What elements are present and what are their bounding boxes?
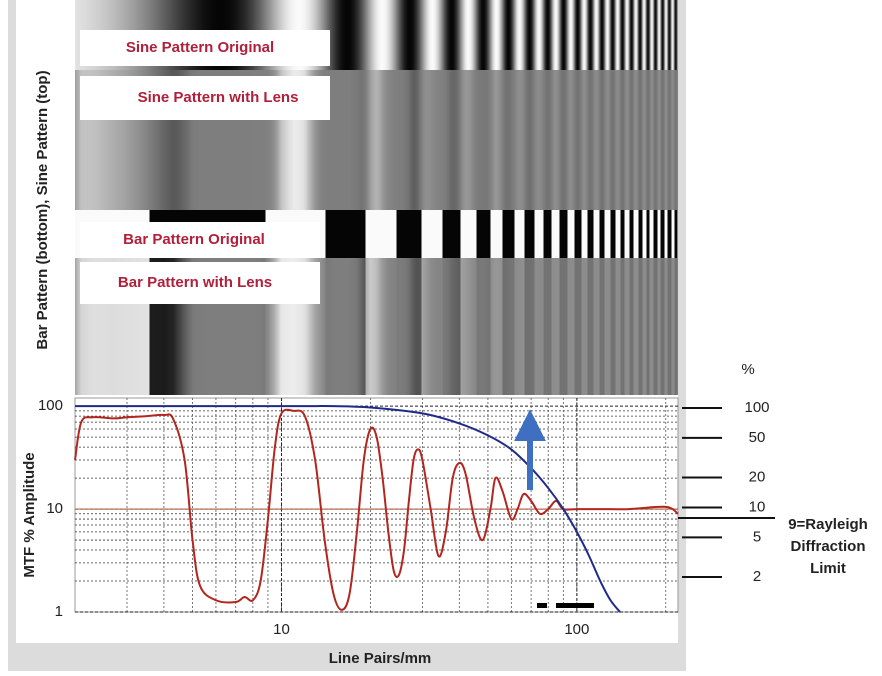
pattern-label: Sine Pattern with Lens — [138, 89, 299, 106]
pattern-label: Bar Pattern with Lens — [118, 274, 272, 291]
pattern-label: Bar Pattern Original — [123, 231, 265, 248]
y2-tick-label: 10 — [749, 498, 766, 515]
pattern-label: Sine Pattern Original — [126, 39, 274, 56]
y-axis-label: MTF % Amplitude — [21, 452, 38, 577]
x-tick-label: 100 — [564, 621, 589, 638]
y2-tick-label: 20 — [749, 468, 766, 485]
pattern-axis-label: Bar Pattern (bottom), Sine Pattern (top) — [34, 70, 51, 349]
marker — [556, 603, 594, 608]
annotation: Diffraction — [791, 538, 866, 555]
y2-tick-label: 100 — [744, 399, 769, 416]
y-tick-label: 100 — [38, 397, 63, 414]
x-axis-label: Line Pairs/mm — [329, 650, 432, 667]
y2-tick-label: 2 — [753, 568, 761, 585]
annotation: Limit — [810, 560, 846, 577]
page: Bar Pattern (bottom), Sine Pattern (top)… — [0, 0, 882, 676]
annotation: 9=Rayleigh — [788, 516, 868, 533]
y2-tick-label: 50 — [749, 429, 766, 446]
y2-unit: % — [741, 361, 754, 378]
x-tick-label: 10 — [273, 621, 290, 638]
chart: Bar Pattern (bottom), Sine Pattern (top)… — [0, 0, 882, 671]
y-tick-label: 1 — [55, 603, 63, 620]
plot-area — [75, 398, 678, 612]
y-tick-label: 10 — [46, 500, 63, 517]
plot: 1 10 100 10 100 — [38, 397, 678, 638]
patterns: Sine Pattern Original Sine Pattern with L… — [75, 0, 678, 395]
y2-tick-label: 5 — [753, 528, 761, 545]
marker — [537, 603, 547, 608]
